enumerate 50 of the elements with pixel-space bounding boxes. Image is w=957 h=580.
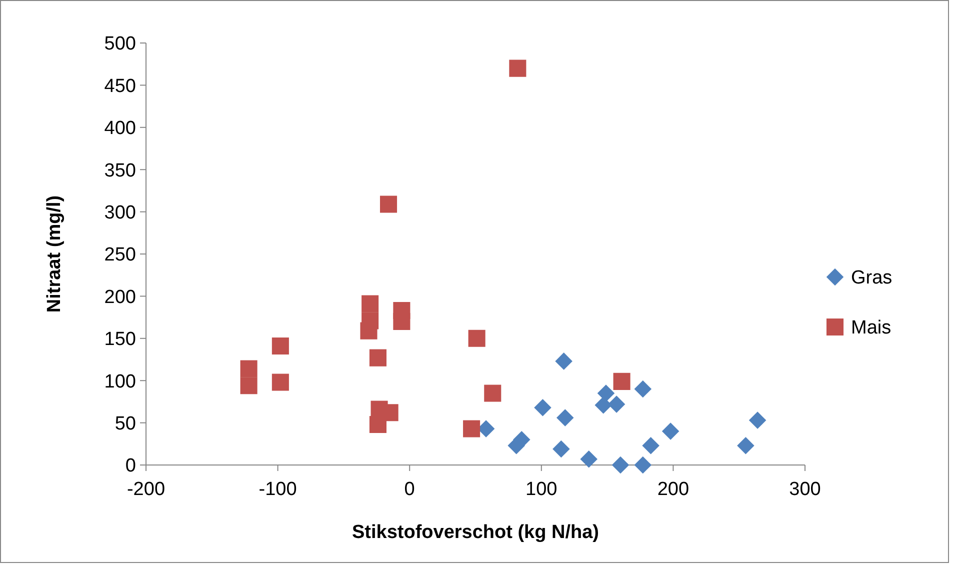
y-tick-label: 250 <box>104 244 136 266</box>
point <box>612 456 630 474</box>
point <box>272 374 289 391</box>
point <box>634 380 652 398</box>
point <box>556 409 574 426</box>
point <box>634 456 652 474</box>
x-axis-title: Stikstofoverschot (kg N/ha) <box>352 522 600 543</box>
point <box>360 322 378 340</box>
y-tick-label: 450 <box>104 76 136 97</box>
y-tick-label: 50 <box>114 413 136 434</box>
y-tick-label: 150 <box>104 329 136 350</box>
x-tick-label: 300 <box>789 479 821 500</box>
point <box>240 377 258 394</box>
point <box>362 295 379 312</box>
point <box>580 450 598 468</box>
point <box>555 352 572 370</box>
point <box>380 196 398 213</box>
point <box>608 396 626 413</box>
point <box>662 422 680 440</box>
y-tick-label: 100 <box>104 371 136 392</box>
point <box>463 420 480 438</box>
x-tick-label: 200 <box>657 479 690 500</box>
point <box>369 349 386 366</box>
point <box>737 436 754 454</box>
point <box>369 416 386 433</box>
point <box>240 360 258 378</box>
y-tick-label: 0 <box>125 456 136 477</box>
point <box>509 60 526 77</box>
x-tick-label: 100 <box>526 479 558 500</box>
y-tick-label: 200 <box>104 286 136 308</box>
y-tick-label: 400 <box>104 118 136 140</box>
x-tick-label: 0 <box>404 479 415 500</box>
x-tick-label: -100 <box>258 479 297 500</box>
point <box>534 398 552 416</box>
point <box>613 372 630 390</box>
x-tick-label: -200 <box>126 479 166 500</box>
point <box>748 412 766 429</box>
point <box>272 337 289 355</box>
point <box>468 330 486 347</box>
point <box>597 384 615 402</box>
legend-label: Mais <box>851 318 892 339</box>
y-tick-label: 500 <box>104 34 136 55</box>
point <box>552 440 570 458</box>
y-axis-title: Nitraat (mg/l) <box>44 195 65 313</box>
point <box>484 384 502 402</box>
y-tick-label: 300 <box>104 202 136 224</box>
y-tick-label: 350 <box>104 160 136 182</box>
point <box>393 313 410 330</box>
legend-label: Gras <box>851 268 892 289</box>
point <box>642 436 660 454</box>
